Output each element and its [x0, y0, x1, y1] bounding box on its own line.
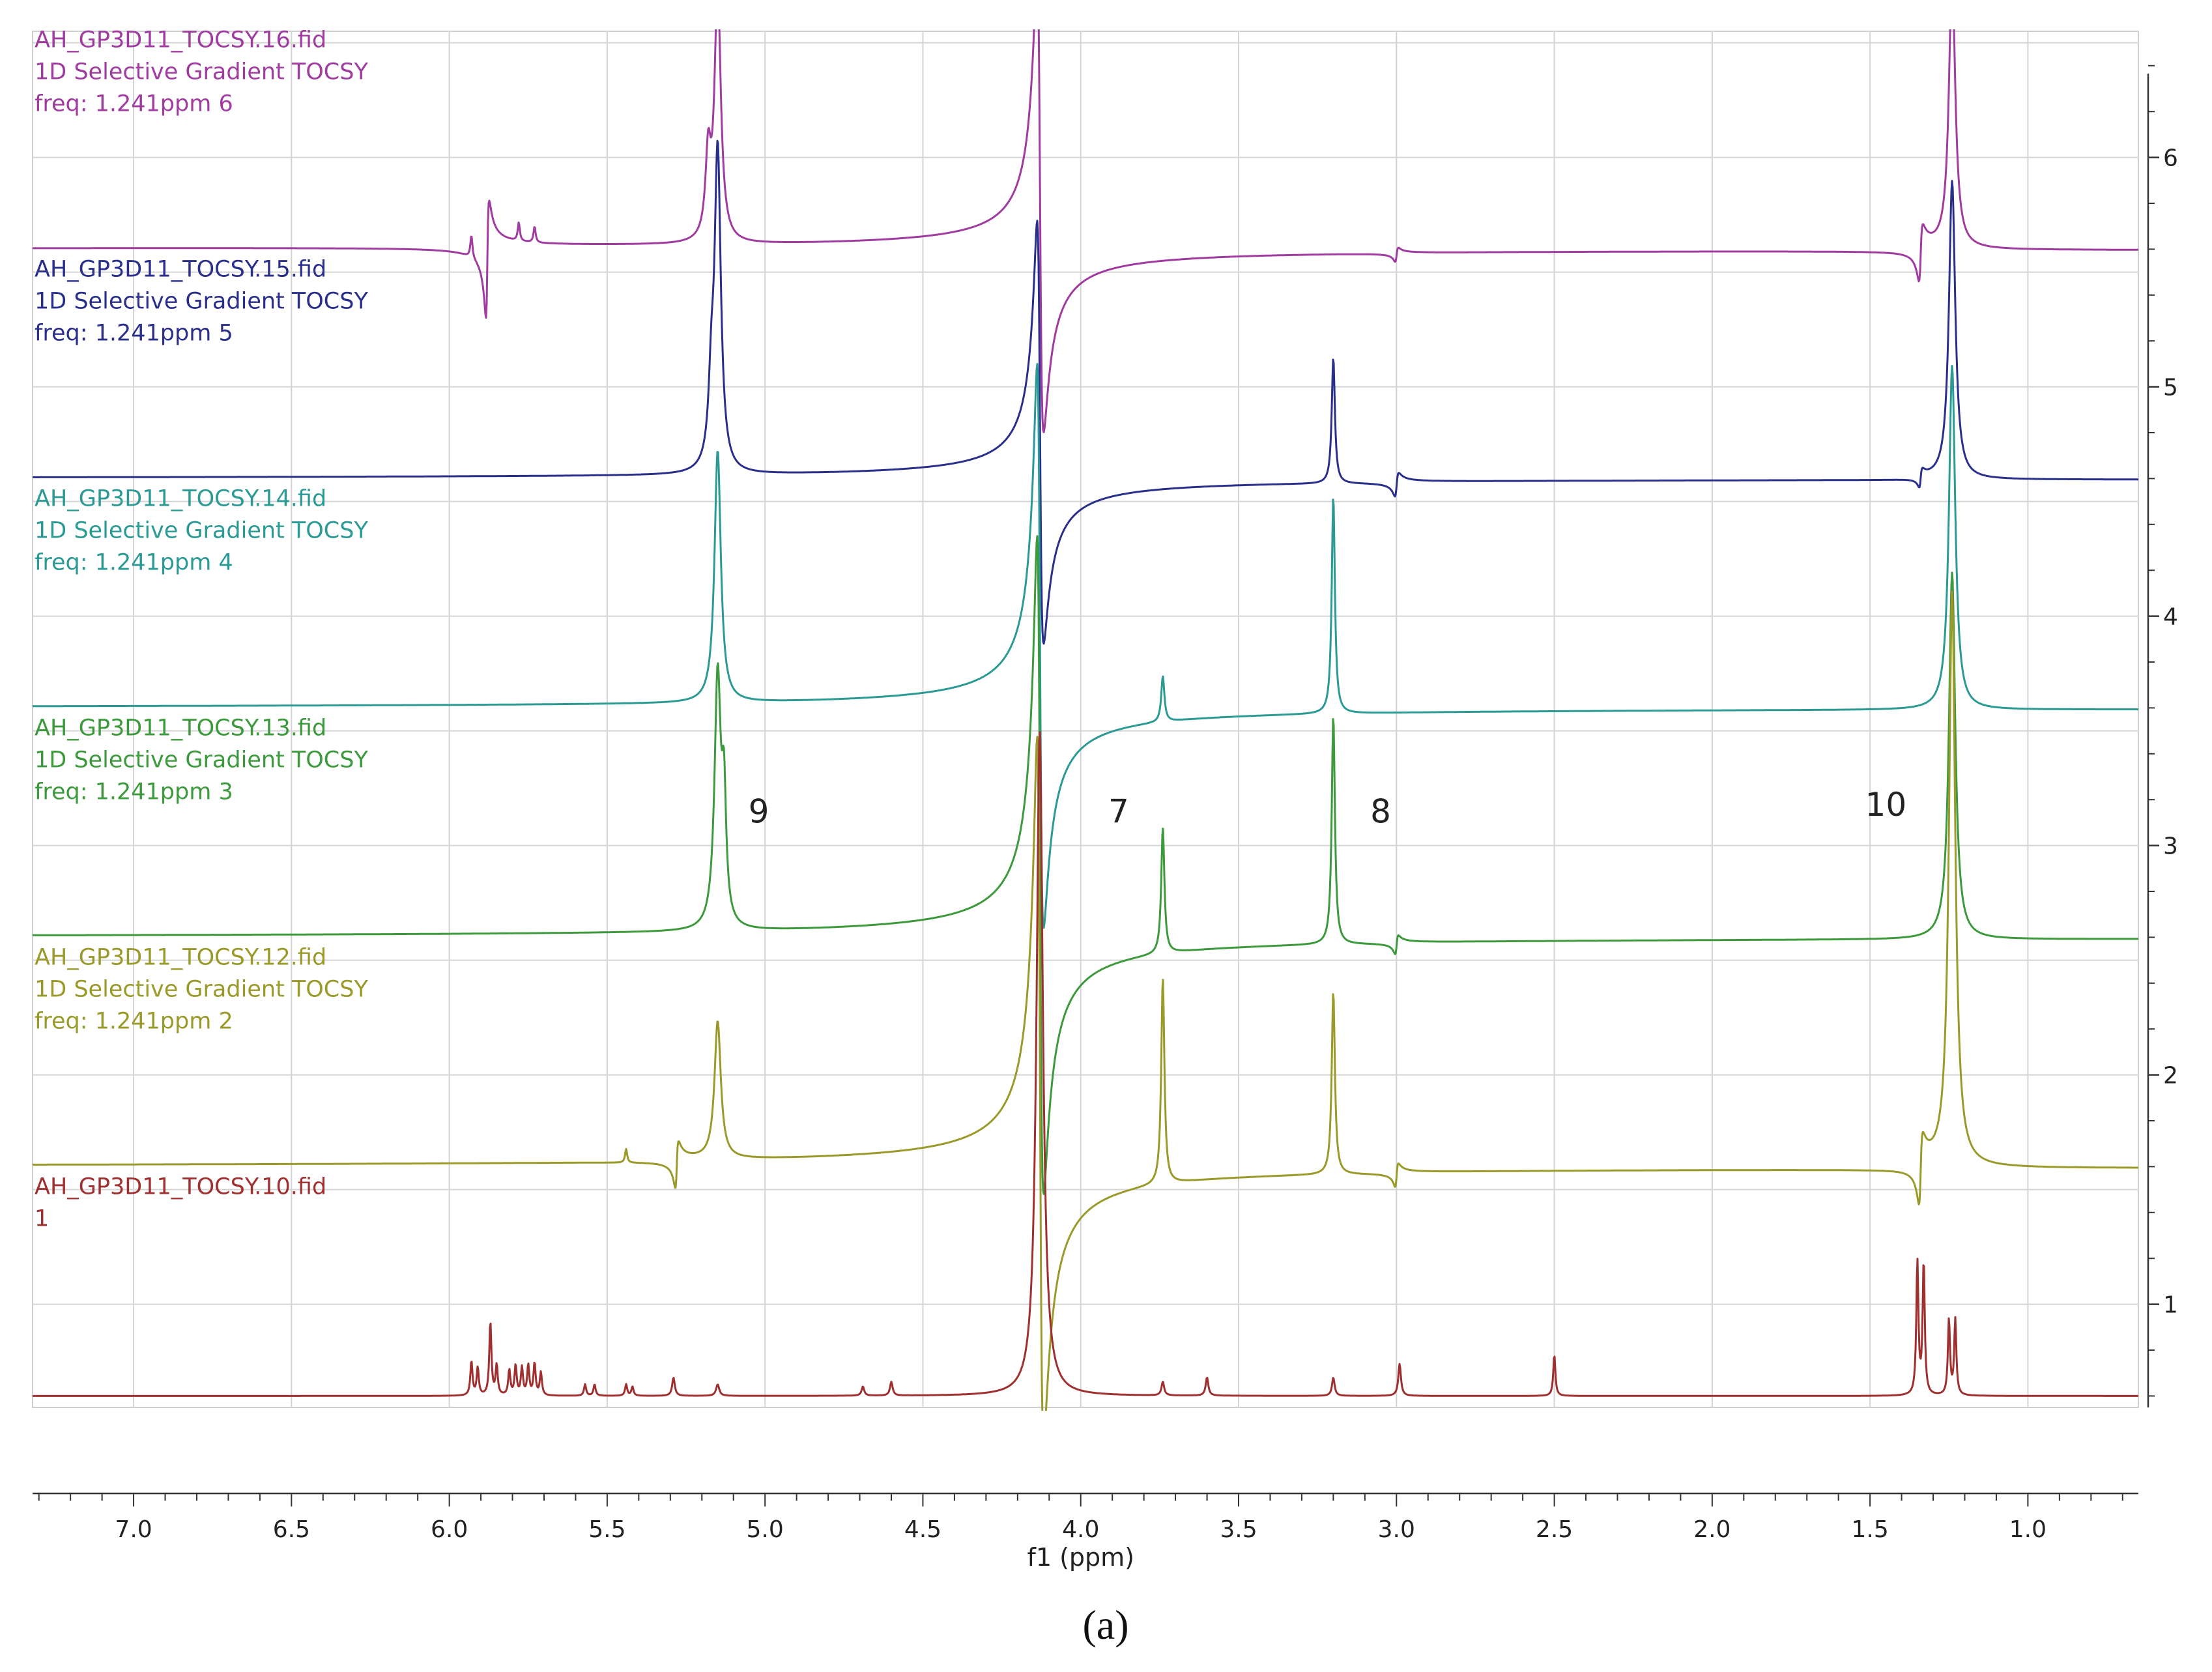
x-tick-label: 2.0: [1693, 1516, 1731, 1543]
trace-label-line: 1: [35, 1206, 49, 1232]
x-tick-label: 5.0: [747, 1516, 784, 1543]
axes: f1 (ppm) (a) 1 2 3 4 5 6 7.0 6.5 6.0 5.5 5.0 4.5 4.0…: [33, 65, 2178, 1648]
peak-annotation: 10: [1865, 786, 1907, 824]
spectrum-trace-4: [33, 535, 2138, 1195]
y-tick-label: 1: [2163, 1292, 2178, 1319]
spectrum-trace-3: [33, 363, 2138, 929]
trace-label-line: 1D Selective Gradient TOCSY: [35, 289, 368, 315]
peak-annotation: 9: [749, 792, 769, 830]
trace-label-line: freq: 1.241ppm 2: [35, 1009, 233, 1035]
x-tick-label: 6.0: [431, 1516, 468, 1543]
x-tick-label: 1.0: [2009, 1516, 2047, 1543]
trace-label-line: freq: 1.241ppm 5: [35, 321, 233, 347]
grid: [32, 31, 2139, 1408]
spectra-traces: [33, 29, 2138, 1411]
x-tick-label: 3.5: [1220, 1516, 1257, 1543]
y-tick-label: 4: [2163, 604, 2178, 631]
x-tick-label: 7.0: [115, 1516, 152, 1543]
x-axis-label: f1 (ppm): [1027, 1543, 1134, 1572]
y-tick-label: 2: [2163, 1063, 2178, 1089]
y-tick-label: 5: [2163, 375, 2178, 401]
y-tick-label: 3: [2163, 833, 2178, 860]
peak-annotation: 8: [1370, 792, 1391, 830]
trace-label-line: AH_GP3D11_TOCSY.14.fid: [35, 486, 326, 512]
trace-label-line: AH_GP3D11_TOCSY.10.fid: [35, 1174, 326, 1200]
x-tick-label: 5.5: [588, 1516, 625, 1543]
spectrum-trace-1: [33, 29, 2138, 433]
trace-label-line: AH_GP3D11_TOCSY.12.fid: [35, 945, 326, 971]
trace-label-line: freq: 1.241ppm 4: [35, 550, 233, 576]
x-tick-label: 3.0: [1378, 1516, 1415, 1543]
trace-labels: AH_GP3D11_TOCSY.16.fid 1D Selective Gradi…: [35, 27, 368, 1232]
x-tick-label: 2.5: [1536, 1516, 1573, 1543]
spectrum-trace-5: [33, 590, 2138, 1411]
x-tick-label: 4.0: [1062, 1516, 1099, 1543]
trace-label-line: AH_GP3D11_TOCSY.16.fid: [35, 27, 326, 53]
figure-caption: (a): [1082, 1602, 1128, 1648]
trace-label-line: 1D Selective Gradient TOCSY: [35, 977, 368, 1003]
trace-label-line: 1D Selective Gradient TOCSY: [35, 747, 368, 773]
trace-label-line: AH_GP3D11_TOCSY.15.fid: [35, 257, 326, 283]
trace-label-line: 1D Selective Gradient TOCSY: [35, 59, 368, 85]
x-tick-label: 1.5: [1851, 1516, 1888, 1543]
peak-annotations: 9 7 8 10: [749, 786, 1907, 831]
peak-annotation: 7: [1108, 792, 1129, 830]
spectrum-trace-2: [33, 139, 2138, 645]
plot-frame: [32, 31, 2139, 1408]
spectrum-trace-6: [33, 731, 2138, 1397]
trace-label-line: freq: 1.241ppm 3: [35, 779, 233, 805]
y-tick-label: 6: [2163, 145, 2178, 172]
x-tick-label: 4.5: [904, 1516, 941, 1543]
x-tick-label: 6.5: [273, 1516, 310, 1543]
trace-label-line: 1D Selective Gradient TOCSY: [35, 518, 368, 544]
trace-label-line: AH_GP3D11_TOCSY.13.fid: [35, 715, 326, 742]
trace-label-line: freq: 1.241ppm 6: [35, 91, 233, 117]
